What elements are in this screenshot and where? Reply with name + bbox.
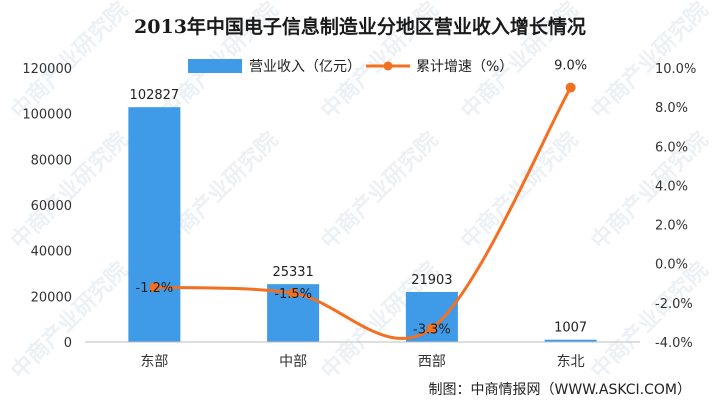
growth-point-4 [565,82,576,93]
right-axis-tick-label: 0.0% [655,258,688,273]
growth-line [154,86,572,340]
watermark-text: 中商产业研究院 [316,127,443,254]
right-axis-tick-label: 4.0% [655,179,688,194]
bar-3 [405,291,458,342]
bar-series [128,107,597,342]
left-axis-tick-label: 20000 [31,290,72,305]
watermark-text: 中商产业研究院 [586,257,713,384]
growth-point-3 [426,323,437,334]
bar-value-label: 21903 [411,273,452,288]
chart-title: 2013年中国电子信息制造业分地区营业收入增长情况 [134,15,586,38]
left-axis-tick-label: 0 [64,336,72,351]
right-axis-tick-label: 8.0% [655,101,688,116]
right-axis-tick-label: 2.0% [655,219,688,234]
category-label: 东北 [557,354,585,370]
bar-1 [128,107,181,342]
growth-value-label: -1.2% [136,281,174,296]
right-axis-tick-label: 10.0% [655,62,696,77]
growth-value-label: 9.0% [554,59,587,74]
left-axis-tick-label: 100000 [22,108,72,123]
x-axis-categories: 东部 中部 西部 东北 [140,354,584,370]
growth-point-2 [288,288,299,299]
line-data-labels: -1.2% -1.5% -3.3% 9.0% [136,59,588,338]
bar-value-label: 102827 [130,88,180,103]
left-axis-tick-label: 40000 [31,245,72,260]
left-y-axis: 0 20000 40000 60000 80000 100000 120000 [22,62,72,351]
source-note: 制图：中商情报网（WWW.ASKCI.COM） [429,382,691,398]
right-axis-tick-label: -4.0% [655,336,693,351]
legend-swatch-revenue [188,59,242,73]
left-axis-tick-label: 60000 [31,199,72,214]
right-axis-tick-label: 6.0% [655,140,688,155]
category-label: 东部 [140,354,168,370]
growth-value-label: -1.5% [274,287,312,302]
bar-4 [544,339,597,342]
bar-data-labels: 102827 25331 21903 1007 [130,88,588,335]
bar-value-label: 25331 [272,265,313,280]
watermark-layer: 中商产业研究院中商产业研究院中商产业研究院中商产业研究院中商产业研究院中商产业研… [6,0,713,384]
legend-label-growth: 累计增速（%） [416,59,513,75]
growth-point-1 [149,282,160,293]
left-axis-tick-label: 120000 [22,62,72,77]
right-axis-tick-label: -2.0% [655,297,693,312]
category-label: 中部 [279,354,307,370]
watermark-text: 中商产业研究院 [6,257,133,384]
bar-value-label: 1007 [554,321,587,336]
legend: 营业收入（亿元） 累计增速（%） [188,59,513,75]
growth-value-label: -3.3% [413,322,451,337]
legend-label-revenue: 营业收入（亿元） [249,59,361,75]
watermark-text: 中商产业研究院 [586,127,713,254]
line-series [149,82,576,340]
right-y-axis: -4.0% -2.0% 0.0% 2.0% 4.0% 6.0% 8.0% 10.0% [655,62,696,351]
category-label: 西部 [418,354,446,370]
left-axis-tick-label: 80000 [31,153,72,168]
watermark-text: 中商产业研究院 [6,127,133,254]
legend-swatch-growth-marker [383,61,393,71]
